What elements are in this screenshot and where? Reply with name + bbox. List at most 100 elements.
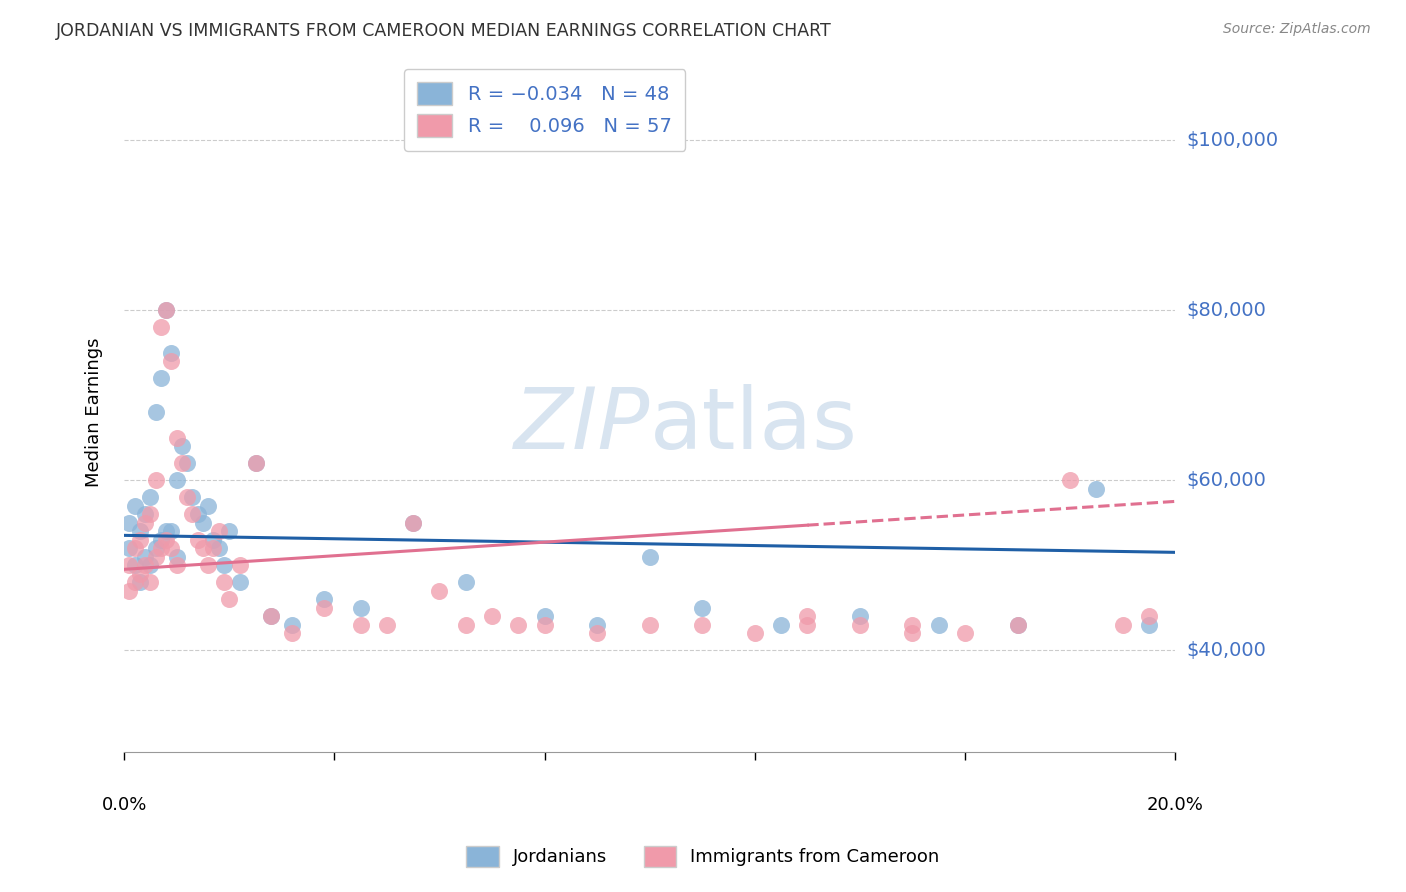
Point	[744, 626, 766, 640]
Legend: Jordanians, Immigrants from Cameroon: Jordanians, Immigrants from Cameroon	[458, 838, 948, 874]
Point	[454, 617, 477, 632]
Point	[208, 524, 231, 538]
Point	[796, 617, 818, 632]
Point	[429, 583, 451, 598]
Point	[1137, 617, 1160, 632]
Point	[953, 626, 976, 640]
Point	[770, 617, 793, 632]
Point	[197, 499, 219, 513]
Point	[312, 600, 335, 615]
Point	[533, 609, 555, 624]
Point	[134, 549, 156, 564]
Point	[1007, 617, 1029, 632]
Legend: R = −0.034   N = 48, R =    0.096   N = 57: R = −0.034 N = 48, R = 0.096 N = 57	[404, 69, 685, 151]
Point	[187, 507, 209, 521]
Point	[690, 617, 713, 632]
Point	[145, 473, 167, 487]
Point	[155, 303, 177, 318]
Text: $100,000: $100,000	[1187, 131, 1278, 150]
Point	[139, 575, 162, 590]
Point	[586, 626, 609, 640]
Point	[212, 558, 235, 573]
Point	[281, 617, 304, 632]
Point	[118, 558, 141, 573]
Point	[350, 617, 373, 632]
Point	[901, 626, 924, 640]
Point	[1137, 609, 1160, 624]
Point	[202, 533, 225, 547]
Point	[149, 533, 172, 547]
Point	[208, 541, 231, 555]
Point	[187, 533, 209, 547]
Point	[1085, 482, 1108, 496]
Point	[129, 524, 152, 538]
Point	[260, 609, 283, 624]
Point	[402, 516, 425, 530]
Point	[145, 405, 167, 419]
Point	[149, 371, 172, 385]
Point	[176, 456, 198, 470]
Point	[260, 609, 283, 624]
Text: ZIP: ZIP	[513, 384, 650, 467]
Text: $40,000: $40,000	[1187, 640, 1267, 659]
Point	[229, 575, 252, 590]
Point	[160, 345, 183, 359]
Point	[124, 575, 146, 590]
Point	[145, 541, 167, 555]
Point	[312, 592, 335, 607]
Point	[1112, 617, 1135, 632]
Point	[481, 609, 503, 624]
Point	[170, 456, 193, 470]
Point	[155, 524, 177, 538]
Point	[245, 456, 267, 470]
Point	[176, 490, 198, 504]
Point	[350, 600, 373, 615]
Point	[181, 490, 204, 504]
Point	[166, 549, 188, 564]
Text: Source: ZipAtlas.com: Source: ZipAtlas.com	[1223, 22, 1371, 37]
Point	[134, 558, 156, 573]
Point	[928, 617, 950, 632]
Point	[191, 516, 214, 530]
Text: 20.0%: 20.0%	[1147, 796, 1204, 814]
Point	[134, 507, 156, 521]
Point	[139, 558, 162, 573]
Point	[160, 524, 183, 538]
Point	[129, 575, 152, 590]
Point	[124, 499, 146, 513]
Point	[118, 516, 141, 530]
Point	[166, 473, 188, 487]
Point	[1007, 617, 1029, 632]
Point	[139, 490, 162, 504]
Point	[118, 583, 141, 598]
Point	[149, 320, 172, 334]
Point	[149, 541, 172, 555]
Point	[139, 507, 162, 521]
Point	[155, 533, 177, 547]
Text: $60,000: $60,000	[1187, 471, 1267, 490]
Point	[690, 600, 713, 615]
Point	[901, 617, 924, 632]
Point	[166, 431, 188, 445]
Text: 0.0%: 0.0%	[101, 796, 146, 814]
Point	[849, 617, 872, 632]
Text: $80,000: $80,000	[1187, 301, 1267, 320]
Point	[849, 609, 872, 624]
Point	[586, 617, 609, 632]
Point	[508, 617, 530, 632]
Point	[218, 524, 240, 538]
Point	[155, 303, 177, 318]
Point	[124, 558, 146, 573]
Point	[796, 609, 818, 624]
Y-axis label: Median Earnings: Median Earnings	[86, 337, 103, 487]
Text: JORDANIAN VS IMMIGRANTS FROM CAMEROON MEDIAN EARNINGS CORRELATION CHART: JORDANIAN VS IMMIGRANTS FROM CAMEROON ME…	[56, 22, 832, 40]
Point	[124, 541, 146, 555]
Point	[202, 541, 225, 555]
Point	[160, 541, 183, 555]
Point	[129, 566, 152, 581]
Point	[212, 575, 235, 590]
Point	[134, 516, 156, 530]
Point	[160, 354, 183, 368]
Point	[229, 558, 252, 573]
Point	[402, 516, 425, 530]
